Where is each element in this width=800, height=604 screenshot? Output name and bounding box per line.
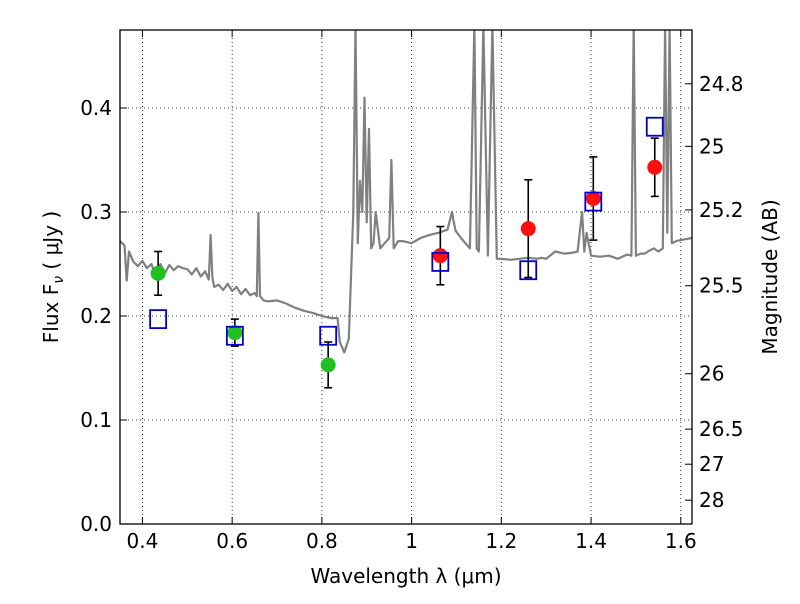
x-tick-label: 0.8 [306,529,338,553]
observed-point [150,265,166,281]
svg-text:Flux Fν ( μJy ): Flux Fν ( μJy ) [39,211,67,343]
grid [120,30,692,525]
observed-point [227,325,243,341]
y-tick-label: 0.1 [80,408,112,432]
plot-area [120,30,692,389]
y-tick-label: 0.4 [80,96,112,120]
model-point [225,325,244,346]
observed-point [520,221,536,237]
spectrum-line [120,30,692,354]
model-point [584,191,603,212]
x-tick-label: 1.4 [575,529,607,553]
markers [149,116,664,373]
model-spectrum [120,30,692,354]
model-point [519,260,538,281]
x-tick-label: 1.2 [485,529,517,553]
x-tick-label: 0.4 [127,529,159,553]
model-point [645,116,664,137]
y-tick-label: 0.3 [80,200,112,224]
y2-tick-label: 27 [699,452,724,476]
error-bars [154,137,659,389]
x-tick-label: 0.6 [216,529,248,553]
y-tick-label: 0.0 [80,512,112,536]
model-point [319,325,338,346]
x-axis-label: Wavelength λ (μm) [310,564,501,588]
y2-tick-label: 26.5 [699,417,744,441]
y2-tick-label: 25.2 [699,198,744,222]
plot-frame [119,29,693,525]
right-axis-label: Magnitude (AB) [758,199,782,354]
model-point [431,252,450,272]
y2-tick-label: 25.5 [699,274,744,298]
observed-point [647,159,663,175]
y2-tick-label: 26 [699,362,724,386]
model-point [149,309,168,330]
y-axis-label-main: Flux F [39,284,63,343]
x-tick-label: 1.6 [665,529,697,553]
y2-tick-label: 28 [699,488,724,512]
x-tick-label: 1 [405,529,418,553]
ticks: 0.4 0.6 0.8 1 1.2 1.4 1.6 0.0 0.1 0.2 0.3 0.4 24.8 25… [80,30,744,553]
observed-point [432,248,448,264]
y2-tick-label: 25 [699,134,724,158]
y-axis-label-subscript: ν [51,276,67,284]
observed-point [320,357,336,373]
y-tick-label: 0.2 [80,304,112,328]
y2-tick-label: 24.8 [699,72,744,96]
y-axis-label: Flux Fν ( μJy ) [39,211,67,343]
observed-point [585,190,601,206]
y-axis-label-unit: ( μJy ) [39,211,63,276]
